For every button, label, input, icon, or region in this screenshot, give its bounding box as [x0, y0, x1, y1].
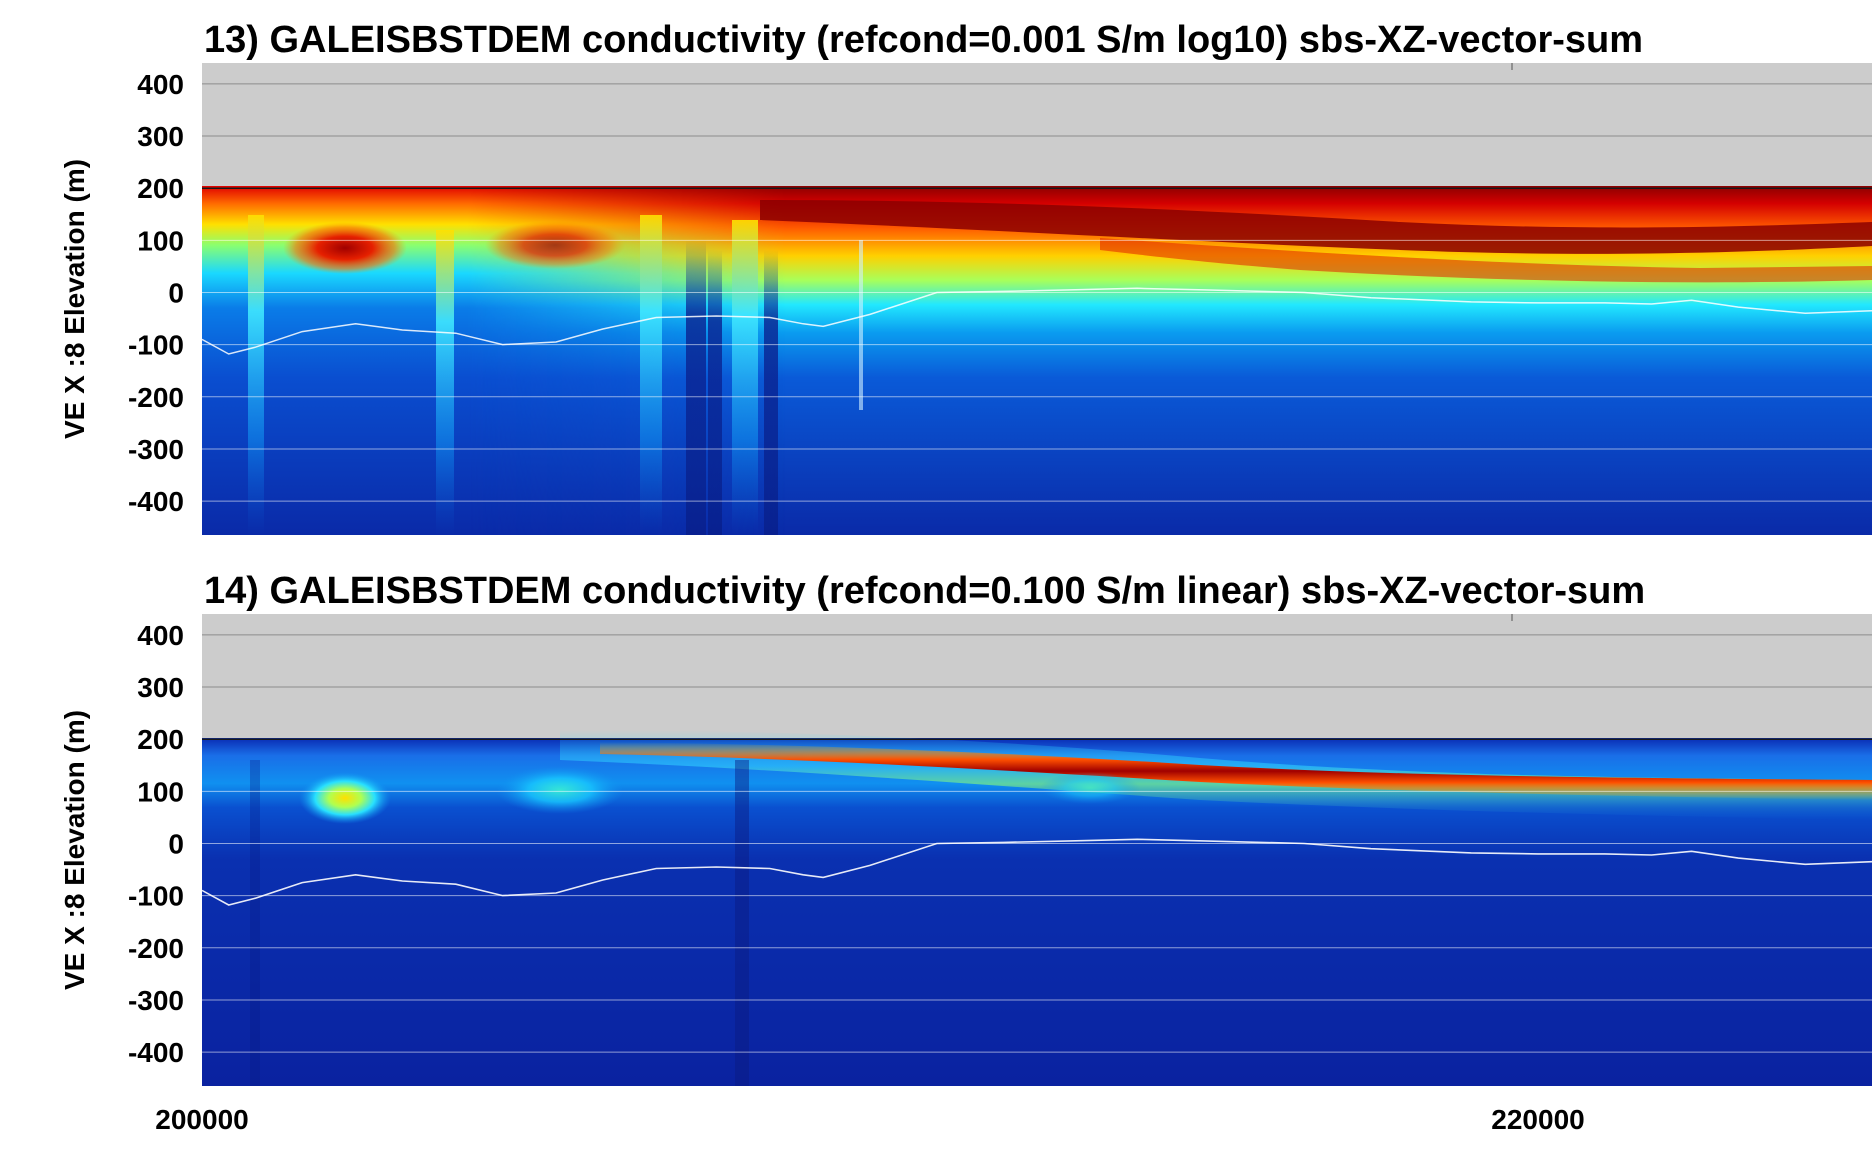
y-tick-label: 200	[137, 724, 184, 755]
panel-13-streak-dark	[764, 250, 778, 535]
y-tick-label: 100	[137, 225, 184, 256]
panel-14-streak-dark	[250, 760, 260, 1086]
panel-13-streak	[436, 230, 454, 535]
panel-13: 13) GALEISBSTDEM conductivity (refcond=0…	[59, 19, 1872, 535]
panel-14-streak-dark	[735, 760, 749, 1086]
panel-13-streak	[640, 215, 662, 535]
x-tick-label: 200000	[155, 1104, 248, 1135]
panel-14-anomaly-3	[1040, 772, 1140, 804]
y-tick-label: 400	[137, 69, 184, 100]
y-tick-label: -100	[128, 330, 184, 361]
x-tick-label: 220000	[1491, 1104, 1584, 1135]
panel-14-plot-area	[202, 614, 1872, 1086]
panel-14-anomaly-1	[299, 772, 391, 824]
panel-13-streak-dark	[686, 240, 706, 535]
y-tick-label: 100	[137, 776, 184, 807]
panel-14-profile-line	[202, 838, 1872, 906]
y-tick-label: 0	[168, 828, 184, 859]
panel-13-plot-area	[202, 63, 1872, 535]
panel-13-anomaly-2	[485, 221, 625, 269]
y-tick-label: 200	[137, 173, 184, 204]
y-tick-label: -400	[128, 486, 184, 517]
panel-13-anomaly-1	[283, 222, 407, 274]
panel-13-y-axis-label: VE X :8 Elevation (m)	[59, 159, 90, 439]
panel-13-conductor-band-lower	[1100, 238, 1872, 283]
panel-14-title: 14) GALEISBSTDEM conductivity (refcond=0…	[204, 570, 1645, 612]
panel-13-streak-thin	[859, 240, 863, 410]
panel-13-streak	[248, 215, 264, 535]
panel-14-y-axis-label: VE X :8 Elevation (m)	[59, 710, 90, 990]
panel-14-conductor-band	[600, 742, 1872, 800]
panel-13-title: 13) GALEISBSTDEM conductivity (refcond=0…	[204, 19, 1643, 61]
y-tick-label: 300	[137, 121, 184, 152]
panel-14-anomaly-2	[496, 766, 624, 814]
panel-13-streak-dark	[708, 250, 722, 535]
y-tick-label: -400	[128, 1037, 184, 1068]
panel-13-profile-line	[202, 287, 1872, 355]
y-tick-label: 400	[137, 620, 184, 651]
panel-14-y-tick-labels: 400 300 200 100 0 -100 -200 -300 -400	[128, 620, 184, 1068]
y-tick-label: -300	[128, 434, 184, 465]
y-tick-label: -200	[128, 933, 184, 964]
y-tick-label: -300	[128, 985, 184, 1016]
x-tick-labels: 200000 220000	[155, 1104, 1584, 1135]
y-tick-label: -100	[128, 881, 184, 912]
panel-13-streak	[732, 220, 758, 535]
panel-14: 14) GALEISBSTDEM conductivity (refcond=0…	[59, 570, 1872, 1086]
panel-13-y-tick-labels: 400 300 200 100 0 -100 -200 -300 -400	[128, 69, 184, 517]
y-tick-label: -200	[128, 382, 184, 413]
y-tick-label: 300	[137, 672, 184, 703]
y-tick-label: 0	[168, 277, 184, 308]
